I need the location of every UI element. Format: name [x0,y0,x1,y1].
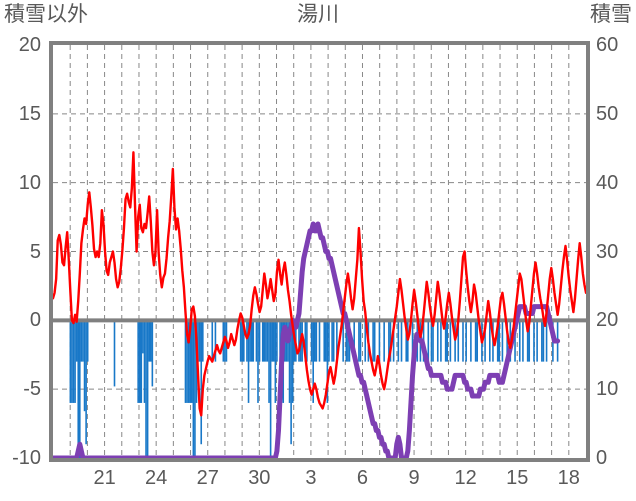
snow-depth-line [53,221,561,458]
x-tick-label: 21 [93,467,116,489]
page-title: 湯川 [297,3,339,26]
left-tick-label: 10 [18,171,41,194]
left-tick-label: -5 [23,378,41,401]
left-axis-title: 積雪以外 [4,3,88,26]
x-tick-label: 6 [356,467,369,489]
right-tick-label: 20 [596,309,619,332]
x-tick-label: 12 [454,467,477,489]
right-tick-label: 50 [596,102,619,125]
plot-area [49,41,590,462]
left-tick-label: 20 [18,34,41,56]
x-tick-label: 24 [145,467,168,489]
left-tick-label: 5 [29,240,41,263]
left-tick-label: 15 [18,102,41,125]
temperature-line [53,151,586,417]
plot-canvas [53,45,586,458]
left-tick-label: 0 [29,309,41,332]
right-tick-label: 60 [596,34,619,56]
right-tick-label: 0 [596,447,608,469]
x-tick-label: 3 [305,467,317,489]
right-tick-label: 30 [596,240,619,263]
x-tick-label: 27 [196,467,219,489]
left-tick-label: -10 [12,447,41,469]
right-tick-label: 40 [596,171,619,194]
right-axis-title: 積雪 [590,3,632,26]
plot-frame [49,41,590,462]
right-tick-label: 10 [596,378,619,401]
x-tick-label: 18 [557,467,580,489]
x-tick-label: 9 [408,467,420,489]
x-tick-label: 30 [248,467,271,489]
x-tick-label: 15 [506,467,529,489]
chart-svg [53,45,586,458]
